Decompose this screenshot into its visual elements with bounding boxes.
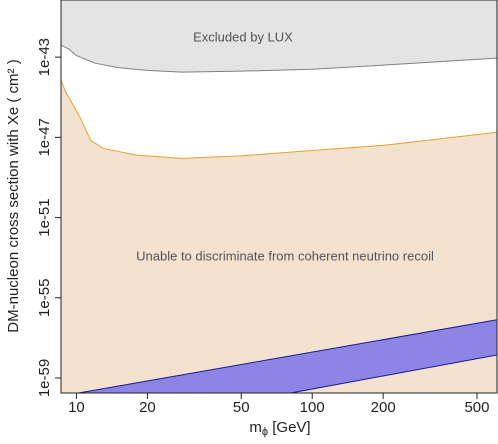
annotation: Excluded by LUX <box>193 29 293 44</box>
y-tick-label: 1e-51 <box>36 198 53 236</box>
y-tick-label: 1e-47 <box>36 118 53 156</box>
y-tick-label: 1e-43 <box>36 38 53 76</box>
x-tick-label: 50 <box>233 399 250 416</box>
plot-area <box>61 0 497 393</box>
x-tick-label: 20 <box>139 399 156 416</box>
x-tick-label: 100 <box>300 399 325 416</box>
curve <box>61 80 497 159</box>
area-fill <box>61 0 497 73</box>
x-tick-label: 10 <box>68 399 85 416</box>
curve <box>290 354 497 393</box>
area-fill <box>61 80 497 393</box>
x-tick-label: 200 <box>371 399 396 416</box>
curve <box>61 44 497 73</box>
y-tick-label: 1e-55 <box>36 279 53 317</box>
x-axis-label: mϕ [GeV] <box>249 419 310 438</box>
y-tick-label: 1e-59 <box>36 359 53 397</box>
annotation: Unable to discriminate from coherent neu… <box>136 248 434 263</box>
plot-frame <box>60 0 498 394</box>
y-axis-label: DM-nucleon cross section with Xe ( cm² ) <box>5 59 22 332</box>
curve <box>78 319 497 393</box>
x-tick-label: 500 <box>464 399 489 416</box>
